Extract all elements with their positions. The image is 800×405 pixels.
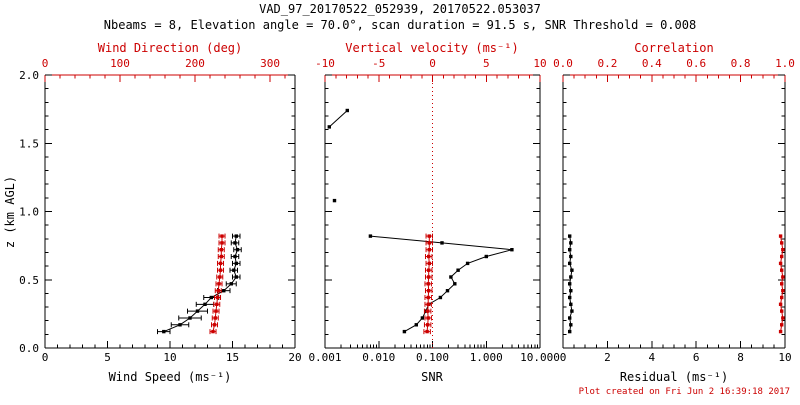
y-axis: 0.0 0.5 1.0 1.5 2.0 [19,69,295,355]
svg-text:0.001: 0.001 [308,351,341,364]
svg-text:-10: -10 [315,57,335,70]
series-snr-upper [327,108,349,129]
svg-text:2.0: 2.0 [19,69,39,82]
series-correlation [778,234,785,334]
series-vertical-velocity [423,233,433,335]
y-axis [325,74,540,349]
residual-axis-label: Residual (ms⁻¹) [620,370,728,384]
series-snr-profile [368,234,514,334]
correlation-axis-label: Correlation [634,41,713,55]
y-axis-label: z (km AGL) [3,176,17,248]
svg-text:1.000: 1.000 [470,351,503,364]
svg-text:1.5: 1.5 [19,137,39,150]
svg-text:0: 0 [42,57,49,70]
svg-text:8: 8 [737,351,744,364]
svg-text:100: 100 [110,57,130,70]
svg-text:10: 10 [778,351,791,364]
svg-text:0: 0 [42,351,49,364]
svg-text:10.000: 10.000 [520,351,560,364]
wind-direction-axis-label: Wind Direction (deg) [98,41,243,55]
svg-text:0.8: 0.8 [731,57,751,70]
svg-text:0.6: 0.6 [686,57,706,70]
svg-text:0: 0 [429,57,436,70]
svg-text:10: 10 [533,57,546,70]
panel-snr: 0.001 0.010 0.100 1.000 10.000 -10 -5 0 5 10 [308,57,559,364]
svg-text:1.0: 1.0 [19,206,39,219]
series-wind-direction [209,233,226,335]
series-snr-isolated [332,198,337,203]
svg-text:15: 15 [226,351,239,364]
svg-text:0.0: 0.0 [19,342,39,355]
svg-text:0.010: 0.010 [362,351,395,364]
svg-text:0.5: 0.5 [19,274,39,287]
series-wind-speed [157,233,242,335]
wind-speed-axis-label: Wind Speed (ms⁻¹) [109,370,232,384]
top-axis: 0 100 200 300 [42,57,286,82]
svg-text:5: 5 [483,57,490,70]
panel-frame [44,74,296,349]
top-axis: 0.0 0.2 0.4 0.6 0.8 1.0 [553,57,795,82]
vertical-velocity-axis-label: Vertical velocity (ms⁻¹) [345,41,518,55]
svg-text:-5: -5 [372,57,385,70]
series-residual [568,234,574,334]
svg-text:0.0: 0.0 [553,57,573,70]
plot-title: VAD_97_20170522_052939, 20170522.053037 [259,2,541,16]
svg-text:10: 10 [163,351,176,364]
bottom-axis: 0 5 10 15 20 [42,341,302,364]
plot-subtitle: Nbeams = 8, Elevation angle = 70.0°, sca… [104,18,696,32]
panel-residual: 0 2 4 6 8 10 0.0 0.2 0.4 0.6 0.8 1.0 [553,57,795,364]
created-timestamp: Plot created on Fri Jun 2 16:39:18 2017 [579,387,790,397]
svg-text:20: 20 [288,351,301,364]
svg-text:6: 6 [693,351,700,364]
svg-text:0.100: 0.100 [416,351,449,364]
bottom-axis: 0 2 4 6 8 10 [560,341,792,364]
svg-text:4: 4 [648,351,655,364]
svg-text:0.2: 0.2 [597,57,617,70]
top-axis: -10 -5 0 5 10 [315,57,547,82]
svg-text:5: 5 [104,351,111,364]
svg-text:1.0: 1.0 [775,57,795,70]
svg-text:300: 300 [260,57,280,70]
panel-frame [562,74,786,349]
svg-text:0.4: 0.4 [642,57,662,70]
y-axis [563,74,785,349]
bottom-axis: 0.001 0.010 0.100 1.000 10.000 [308,341,560,364]
svg-text:2: 2 [604,351,611,364]
svg-text:200: 200 [185,57,205,70]
snr-axis-label: SNR [421,370,443,384]
svg-text:0: 0 [560,351,567,364]
